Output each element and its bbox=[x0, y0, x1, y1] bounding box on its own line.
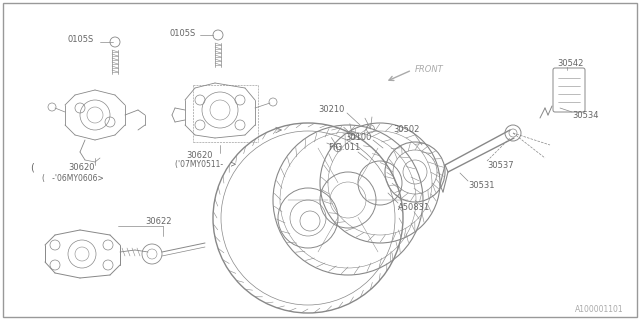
Text: 30210: 30210 bbox=[318, 106, 344, 115]
Text: A50831: A50831 bbox=[398, 204, 430, 212]
Text: 30531: 30531 bbox=[468, 180, 495, 189]
Text: 30622: 30622 bbox=[145, 218, 172, 227]
Text: ('07MY0511-   >: ('07MY0511- > bbox=[175, 161, 237, 170]
Text: (: ( bbox=[30, 163, 34, 173]
Text: 30537: 30537 bbox=[487, 161, 514, 170]
Text: 30534: 30534 bbox=[572, 110, 598, 119]
Text: 0105S: 0105S bbox=[170, 28, 196, 37]
Text: A100001101: A100001101 bbox=[575, 306, 623, 315]
Text: (   -'06MY0606>: ( -'06MY0606> bbox=[42, 173, 104, 182]
Text: FIG.011: FIG.011 bbox=[328, 143, 360, 153]
Text: 30502: 30502 bbox=[393, 125, 419, 134]
Text: 30100: 30100 bbox=[345, 133, 371, 142]
Text: 0105S: 0105S bbox=[68, 36, 94, 44]
Text: FRONT: FRONT bbox=[415, 65, 444, 74]
Text: 30620: 30620 bbox=[68, 164, 95, 172]
Text: 30542: 30542 bbox=[557, 59, 584, 68]
Text: 30620: 30620 bbox=[186, 150, 212, 159]
